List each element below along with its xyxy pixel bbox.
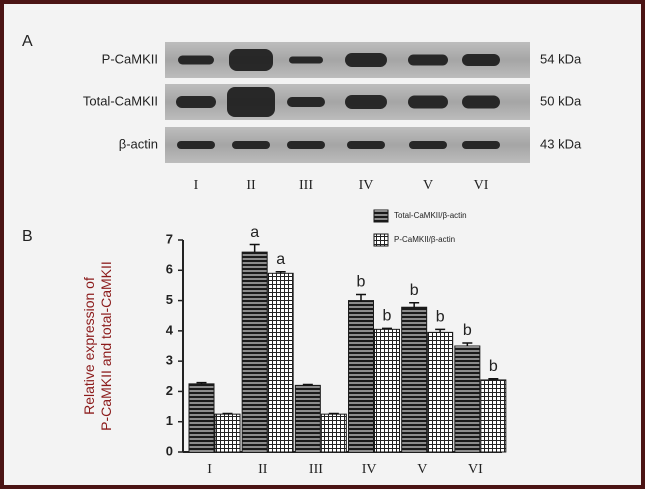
row-label: Total-CaMKII xyxy=(83,93,158,108)
panel-label: B xyxy=(22,228,33,245)
bar xyxy=(374,328,400,453)
error-bar xyxy=(462,342,473,346)
y-tick-label: 6 xyxy=(166,262,173,277)
y-tick-label: 4 xyxy=(166,322,174,337)
error-bar xyxy=(302,383,313,386)
bar xyxy=(294,384,321,453)
lane-label: V xyxy=(423,178,433,193)
bar xyxy=(427,331,454,453)
y-tick-label: 5 xyxy=(166,292,173,307)
error-bar xyxy=(196,381,207,384)
blot-band xyxy=(176,96,216,108)
blot-band xyxy=(347,141,385,149)
y-tick-label: 7 xyxy=(166,231,173,246)
lane-label: VI xyxy=(474,178,489,193)
x-tick-label: III xyxy=(309,462,323,477)
significance-letter: b xyxy=(489,358,498,375)
error-bar xyxy=(275,271,286,274)
blot-band xyxy=(409,141,447,149)
x-tick-label: V xyxy=(417,462,427,477)
bar xyxy=(214,413,241,453)
blot-band xyxy=(177,141,215,149)
error-bar xyxy=(382,327,392,330)
significance-letter: a xyxy=(276,251,285,268)
y-axis-label-line: Relative expression of xyxy=(81,277,97,415)
bar xyxy=(480,379,507,453)
blot-band xyxy=(229,49,273,71)
blot-band xyxy=(408,95,448,109)
x-tick-label: IV xyxy=(362,462,377,477)
legend-swatch xyxy=(373,209,389,223)
kda-label: 50 kDa xyxy=(540,93,582,108)
bar xyxy=(241,251,268,453)
error-bar xyxy=(356,293,366,301)
x-tick-label: II xyxy=(258,462,268,477)
significance-letter: b xyxy=(463,322,472,339)
blot-band xyxy=(345,95,387,109)
blot-band xyxy=(462,95,500,109)
blot-band xyxy=(232,141,270,149)
lane-label: I xyxy=(194,178,199,193)
lane-label: III xyxy=(299,178,313,193)
bar xyxy=(188,383,215,453)
x-tick-label: I xyxy=(207,462,212,477)
blot-band xyxy=(178,55,214,65)
error-bar xyxy=(435,328,446,333)
y-tick-label: 3 xyxy=(166,353,173,368)
error-bar xyxy=(328,412,339,415)
blot-band xyxy=(287,97,325,107)
bar xyxy=(348,300,374,453)
y-tick-label: 0 xyxy=(166,443,173,458)
y-axis-label: Relative expression ofP-CaMKII and total… xyxy=(81,261,114,431)
error-bar xyxy=(222,412,233,415)
error-bar xyxy=(488,377,499,380)
blot-band xyxy=(287,141,325,149)
blot-band xyxy=(462,54,500,66)
significance-letter: b xyxy=(383,308,392,325)
blot-band xyxy=(345,53,387,67)
lane-label: II xyxy=(246,178,256,193)
blot-band xyxy=(408,54,448,66)
y-tick-label: 2 xyxy=(166,383,173,398)
kda-label: 54 kDa xyxy=(540,51,582,66)
significance-letter: b xyxy=(357,274,366,291)
kda-label: 43 kDa xyxy=(540,136,582,151)
error-bar xyxy=(249,243,260,253)
panel-label: A xyxy=(22,33,33,50)
legend-label: P-CaMKII/β-actin xyxy=(394,235,455,244)
legend-label: Total-CaMKII/β-actin xyxy=(394,211,467,220)
legend-swatch xyxy=(373,233,389,247)
row-label: P-CaMKII xyxy=(102,51,158,66)
error-bar xyxy=(409,301,420,308)
significance-letter: b xyxy=(436,309,445,326)
y-tick-label: 1 xyxy=(166,413,173,428)
blot-band xyxy=(289,56,323,64)
significance-letter: a xyxy=(250,224,259,241)
row-label: β-actin xyxy=(119,136,158,151)
blot-band xyxy=(227,87,275,117)
x-tick-label: VI xyxy=(468,462,483,477)
bar xyxy=(454,345,481,453)
lane-label: IV xyxy=(359,178,374,193)
blot-band xyxy=(462,141,500,149)
y-axis-label-line: P-CaMKII and total-CaMKII xyxy=(98,261,114,431)
bar xyxy=(267,272,294,453)
significance-letter: b xyxy=(410,282,419,299)
bar xyxy=(320,413,347,453)
bar xyxy=(401,306,428,453)
